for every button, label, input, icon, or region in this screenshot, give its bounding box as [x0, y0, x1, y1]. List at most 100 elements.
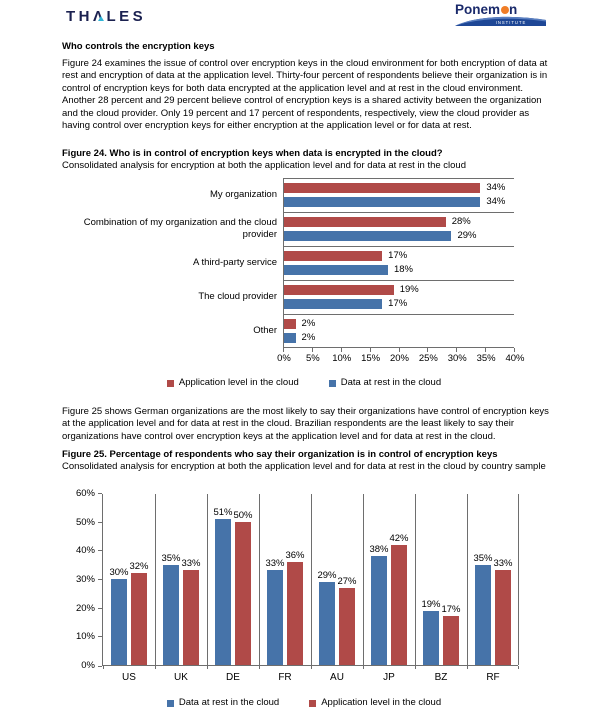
bar-value-label: 35%: [161, 552, 181, 564]
category-label-2: A third-party service: [193, 256, 277, 268]
bar-application-BZ: [443, 616, 459, 665]
legend-swatch-icon: [328, 379, 336, 387]
bar-data-at-rest-DE: [215, 518, 231, 665]
x-axis-tick: [467, 666, 468, 669]
category-band-0: 34% 34%: [284, 178, 514, 212]
bar-value-label: 19%: [421, 598, 441, 610]
bar-application-JP: [391, 544, 407, 665]
bar-value-label: 2%: [301, 332, 316, 343]
country-label-FR: FR: [278, 672, 292, 683]
ponemon-institute-label: INSTITUTE: [496, 20, 527, 25]
y-axis-tick: [98, 636, 102, 638]
bar-data-at-rest-3: [284, 299, 383, 309]
legend-item-0: Application level in the cloud: [166, 377, 299, 389]
bar-value-label: 27%: [337, 575, 357, 587]
y-axis-tick-label: 30%: [75, 574, 95, 585]
legend-swatch-icon: [166, 379, 174, 387]
bar-data-at-rest-2: [284, 265, 388, 275]
bar-application-UK: [183, 570, 199, 665]
x-axis-tick-label: 25%: [418, 353, 438, 364]
figure25-plot-area: 0% 10% 20% 30% 40% 50% 60% 30% 32% US 35% 33% UK 51% 5…: [76, 488, 519, 683]
y-axis-tick-label: 20%: [75, 602, 95, 614]
thales-logo-text-pre: TH: [66, 8, 93, 25]
legend-label: Application level in the cloud: [321, 697, 442, 708]
category-label-1: Combination of my organization and the c…: [83, 216, 277, 240]
bar-value-label: 36%: [285, 549, 305, 561]
category-band-4: 2% 2%: [284, 314, 514, 348]
x-axis-tick-label: 15%: [361, 353, 381, 364]
x-axis-tick: [311, 348, 313, 352]
figure24-chart: My organization Combination of my organiz…: [62, 176, 546, 394]
figure25-title: Figure 25. Percentage of respondents who…: [62, 449, 498, 460]
country-label-JP: JP: [383, 672, 395, 683]
country-label-AU: AU: [330, 672, 344, 683]
x-axis-tick: [485, 348, 487, 352]
x-axis-tick: [340, 348, 342, 352]
bar-value-label: 30%: [109, 567, 129, 578]
x-axis-tick-label: 40%: [505, 353, 525, 364]
x-axis-tick: [398, 348, 400, 352]
category-label-4: Other: [253, 324, 277, 336]
legend-swatch-icon: [166, 699, 174, 707]
ponemon-logo-wordmark: Ponem n: [455, 2, 518, 17]
bar-value-label: 29%: [317, 569, 337, 581]
bar-data-at-rest-UK: [163, 564, 179, 665]
figure25-legend: Data at rest in the cloud Application lev…: [62, 697, 546, 709]
bar-application-AU: [339, 587, 355, 665]
bar-value-label: 17%: [388, 298, 408, 309]
legend-label: Application level in the cloud: [178, 377, 299, 388]
category-band-3: 19% 17%: [284, 280, 514, 314]
category-label-0: My organization: [209, 188, 277, 200]
bar-value-label: 33%: [181, 558, 201, 570]
x-axis-tick: [415, 666, 416, 669]
bar-value-label: 51%: [213, 506, 233, 518]
bar-value-label: 19%: [399, 284, 419, 295]
bar-value-label: 34%: [486, 182, 506, 193]
bar-application-4: [284, 319, 296, 329]
bar-application-FR: [287, 561, 303, 665]
bar-value-label: 18%: [393, 264, 413, 275]
bar-application-1: [284, 217, 446, 227]
bar-application-2: [284, 251, 383, 261]
x-axis-tick: [103, 666, 104, 669]
x-axis-tick: [427, 348, 429, 352]
ponemon-swoosh-icon: INSTITUTE: [455, 13, 547, 32]
x-axis-tick-label: 10%: [332, 353, 352, 364]
x-axis-tick: [283, 348, 284, 352]
thales-logo-text-post: LES: [106, 8, 147, 25]
x-axis-tick: [155, 666, 156, 669]
bar-application-3: [284, 285, 394, 295]
legend-label: Data at rest in the cloud: [340, 377, 442, 388]
legend-item-0: Data at rest in the cloud: [166, 697, 280, 709]
bar-application-US: [131, 573, 147, 665]
y-axis-tick: [98, 550, 102, 552]
category-separator: [155, 494, 156, 665]
category-separator: [311, 494, 312, 665]
x-axis-tick: [369, 348, 371, 352]
x-axis-tick-label: 35%: [476, 353, 496, 364]
y-axis-tick-label: 40%: [75, 545, 95, 557]
legend-item-1: Data at rest in the cloud: [328, 377, 442, 389]
bar-value-label: 17%: [388, 250, 408, 261]
x-axis-tick: [456, 348, 458, 352]
bar-data-at-rest-RF: [475, 564, 491, 665]
thales-logo-letter-a: Λ: [93, 8, 107, 25]
legend-label: Data at rest in the cloud: [178, 697, 280, 708]
country-label-UK: UK: [174, 672, 188, 683]
bar-value-label: 33%: [265, 558, 285, 570]
y-axis-tick: [98, 579, 102, 580]
y-axis-tick: [98, 493, 102, 494]
figure25-subtitle: Consolidated analysis for encryption at …: [62, 461, 546, 472]
category-separator: [363, 494, 364, 665]
category-label-3: The cloud provider: [198, 290, 277, 302]
y-axis-tick: [98, 521, 102, 523]
country-label-US: US: [122, 672, 136, 683]
figure25-chart: 0% 10% 20% 30% 40% 50% 60% 30% 32% US 35% 33% UK 51% 5…: [62, 488, 546, 718]
ponemon-orange-dot-icon: [500, 6, 509, 14]
bar-data-at-rest-1: [284, 231, 452, 241]
bar-value-label: 2%: [301, 318, 316, 329]
x-axis-tick-label: 20%: [389, 353, 409, 364]
figure25-paragraph: Figure 25 shows German organizations are…: [62, 406, 549, 442]
bar-data-at-rest-4: [284, 333, 296, 343]
